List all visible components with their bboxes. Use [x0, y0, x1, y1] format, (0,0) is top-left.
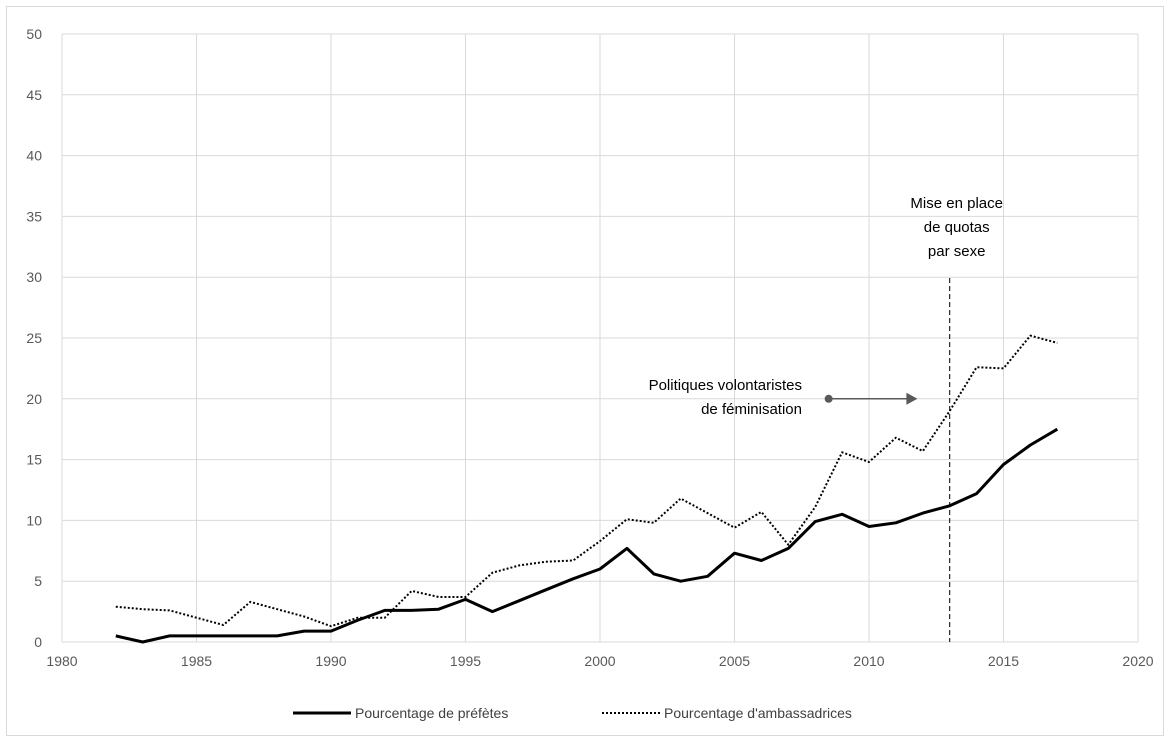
feminisation-annotation-line: de féminisation: [701, 401, 802, 418]
quota-annotation-line: par sexe: [928, 243, 986, 260]
series-layer: [115, 334, 1059, 644]
y-tick-label: 25: [26, 330, 42, 346]
series-line-ambassadrices: [115, 334, 1058, 628]
x-tick-label: 2010: [853, 653, 884, 669]
y-tick-label: 40: [26, 148, 42, 164]
x-tick-label: 1995: [450, 653, 481, 669]
y-tick-label: 0: [34, 634, 42, 650]
y-tick-label: 5: [34, 573, 42, 589]
x-axis-ticks: 1980 1985 1990 1995 2000 2005 2010 2015 2020: [46, 653, 1153, 669]
y-tick-label: 45: [26, 87, 42, 103]
x-tick-label: 2020: [1122, 653, 1153, 669]
y-tick-label: 10: [26, 512, 42, 528]
legend-label-ambassadrices: Pourcentage d'ambassadrices: [664, 705, 852, 721]
x-tick-label: 2005: [719, 653, 750, 669]
y-tick-label: 20: [26, 391, 42, 407]
gridlines: [61, 33, 1139, 643]
x-tick-label: 1985: [181, 653, 212, 669]
chart-frame: [6, 6, 1164, 736]
quota-annotation-line: de quotas: [924, 219, 990, 236]
x-tick-label: 2000: [584, 653, 615, 669]
annotations: Mise en place de quotas par sexe Politiques…: [649, 195, 1003, 642]
quota-annotation-line: Mise en place: [910, 195, 1003, 212]
y-axis-ticks: 0 5 10 15 20 25 30 35 40 45 50: [26, 26, 42, 650]
series-line-prefetes: [115, 427, 1059, 644]
y-tick-label: 15: [26, 452, 42, 468]
x-tick-label: 1980: [46, 653, 77, 669]
x-tick-label: 2015: [988, 653, 1019, 669]
arrow-head: [906, 392, 918, 405]
x-tick-label: 1990: [315, 653, 346, 669]
y-tick-label: 30: [26, 269, 42, 285]
y-tick-label: 35: [26, 208, 42, 224]
legend-label-prefetes: Pourcentage de préfètes: [355, 705, 508, 721]
legend: Pourcentage de préfètes Pourcentage d'amb…: [293, 705, 852, 721]
feminisation-annotation-line: Politiques volontaristes: [649, 377, 802, 394]
y-tick-label: 50: [26, 26, 42, 42]
